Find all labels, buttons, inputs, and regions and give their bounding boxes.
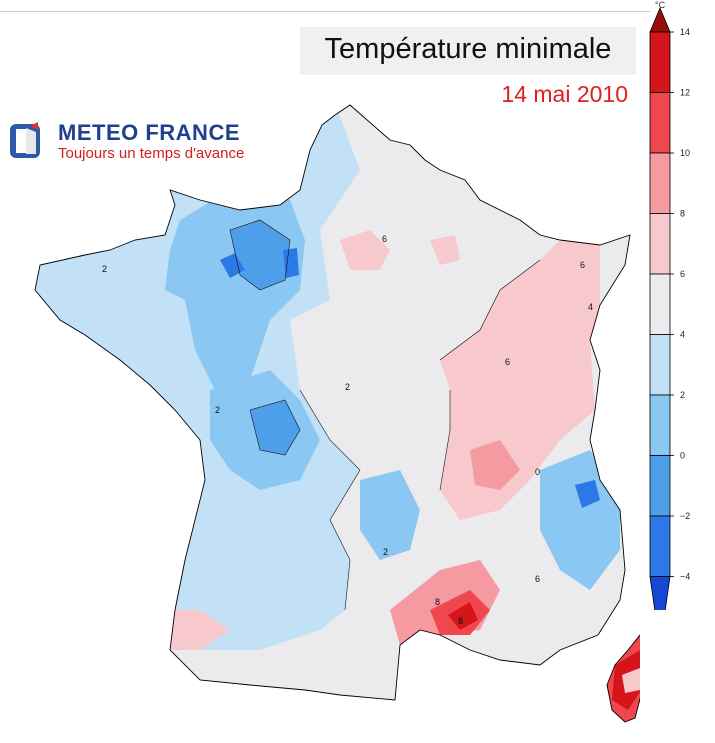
colorbar-band [649, 515, 671, 577]
contour-label: 8 [458, 616, 463, 626]
colorbar-tick-label: 8 [680, 209, 685, 219]
contour-label: 6 [580, 260, 585, 270]
contour-label: 0 [535, 467, 540, 477]
temperature-colorbar: 14 12 10 8 6 4 2 0 −2 −4 [649, 6, 690, 610]
colorbar-tick-label: −2 [680, 511, 690, 521]
colorbar-unit: °C [655, 0, 666, 10]
contour-label: 2 [102, 264, 107, 274]
colorbar-band [649, 213, 671, 275]
colorbar-band [649, 6, 671, 33]
contour-label: 8 [435, 597, 440, 607]
colorbar-tick-label: 10 [680, 148, 690, 158]
meteo-france-logo: METEO FRANCE Toujours un temps d'avance [8, 120, 268, 166]
contour-label: 2 [345, 382, 350, 392]
logo-tagline: Toujours un temps d'avance [58, 145, 245, 162]
contour-label: 2 [215, 405, 220, 415]
logo-icon [10, 122, 40, 158]
logo-name: METEO FRANCE [58, 120, 240, 145]
title-panel: Température minimale [300, 27, 636, 75]
colorbar-band [649, 31, 671, 93]
colorbar-tick-label: 0 [680, 451, 685, 461]
top-rule [0, 11, 650, 12]
colorbar-band [649, 334, 671, 396]
colorbar-band [649, 273, 671, 335]
colorbar-band [649, 92, 671, 154]
colorbar-band [649, 455, 671, 517]
contour-label: 6 [382, 234, 387, 244]
colorbar-tick-label: 6 [680, 269, 685, 279]
colorbar-tick-label: −4 [680, 572, 690, 582]
contour-label: 4 [588, 302, 593, 312]
colorbar-band [649, 394, 671, 456]
contour-label: 2 [383, 547, 388, 557]
colorbar-tick-label: 12 [680, 88, 690, 98]
colorbar-tick-label: 2 [680, 390, 685, 400]
contour-label: 6 [535, 574, 540, 584]
colorbar-band [649, 576, 671, 610]
colorbar-band [649, 152, 671, 214]
france-temperature-map: 6 6 6 6 4 2 2 2 2 0 8 8 [34, 104, 640, 723]
contour-label: 6 [505, 357, 510, 367]
colorbar-tick-label: 4 [680, 330, 685, 340]
map-date: 14 mai 2010 [501, 81, 628, 107]
colorbar-tick-label: 14 [680, 27, 690, 37]
map-title: Température minimale [324, 33, 612, 65]
